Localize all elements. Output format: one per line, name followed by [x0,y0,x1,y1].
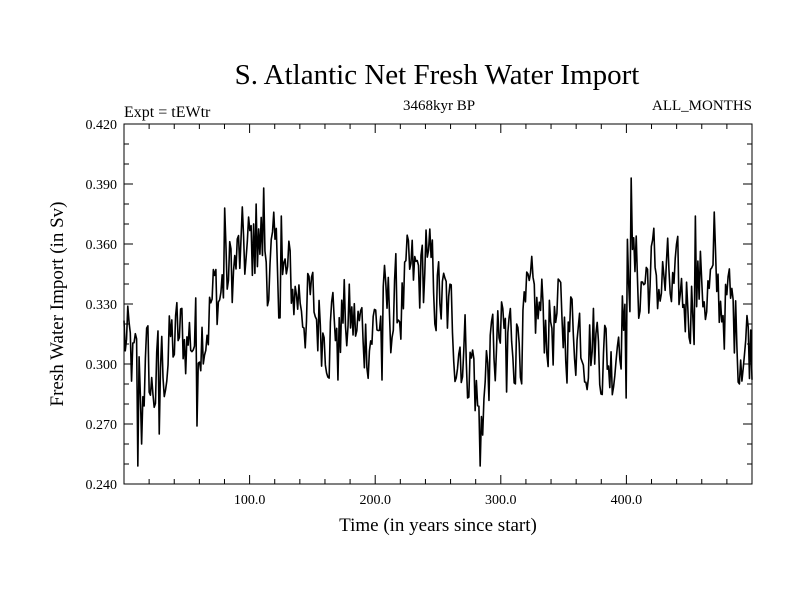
y-tick-label: 0.240 [86,478,118,493]
y-tick-label: 0.360 [86,238,118,253]
x-tick-label: 400.0 [611,493,643,508]
chart-title: S. Atlantic Net Fresh Water Import [235,59,640,91]
y-tick-label: 0.330 [86,298,118,313]
y-tick-label: 0.270 [86,418,118,433]
x-tick-label: 200.0 [359,493,391,508]
data-series [123,177,753,467]
x-tick-label: 100.0 [234,493,266,508]
y-tick-label: 0.300 [86,358,118,373]
axes: 0.240 0.270 0.300 0.330 0.360 0.390 0.420 100.0… [86,118,752,508]
x-tick-label: 300.0 [485,493,517,508]
plot-frame [123,123,753,485]
months-label: ALL_MONTHS [652,98,752,114]
x-axis-label: Time (in years since start) [339,515,537,536]
y-axis-label: Fresh Water Import (in Sv) [47,202,68,407]
experiment-label: Expt = tEWtr [124,104,211,121]
period-label: 3468kyr BP [403,98,475,114]
y-tick-label: 0.390 [86,178,118,193]
series-line [123,177,753,467]
y-tick-label: 0.420 [86,118,118,133]
